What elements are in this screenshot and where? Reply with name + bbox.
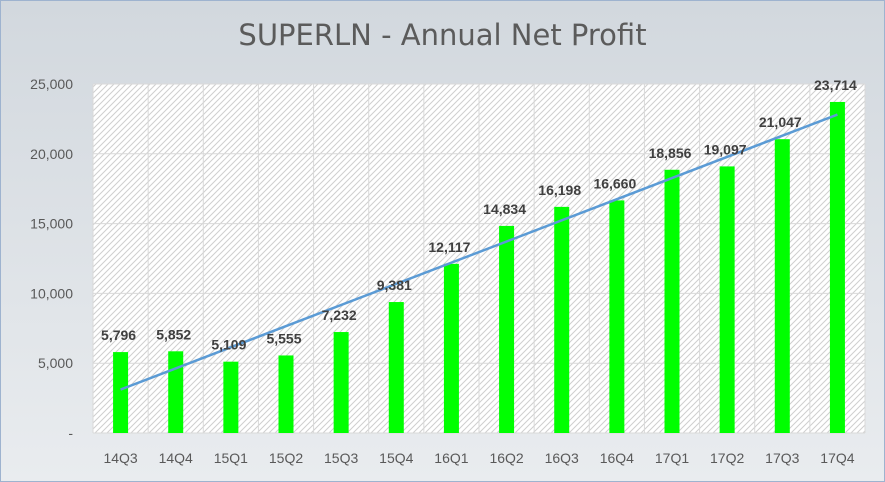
x-tick-label: 15Q2	[269, 450, 303, 466]
x-tick-label: 14Q3	[103, 450, 137, 466]
x-tick-label: 17Q1	[655, 450, 689, 466]
y-tick-label: -	[68, 425, 73, 441]
x-tick-label: 16Q4	[600, 450, 634, 466]
x-tick-label: 17Q4	[820, 450, 854, 466]
bar-17Q1	[664, 169, 680, 433]
bar-15Q3	[333, 332, 349, 433]
x-tick-label: 16Q1	[434, 450, 468, 466]
x-tick-label: 14Q4	[159, 450, 193, 466]
bar-15Q1	[223, 361, 239, 433]
bar-15Q2	[278, 355, 294, 433]
data-label: 14,834	[483, 201, 526, 217]
y-tick-label: 25,000	[30, 76, 73, 92]
data-label: 21,047	[759, 114, 802, 130]
data-label: 18,856	[649, 145, 692, 161]
x-tick-label: 15Q3	[324, 450, 358, 466]
y-tick-label: 10,000	[30, 285, 73, 301]
data-label: 16,660	[593, 175, 636, 191]
x-tick-label: 15Q1	[214, 450, 248, 466]
data-label: 23,714	[814, 77, 857, 93]
data-label: 12,117	[428, 239, 470, 255]
x-tick-label: 16Q3	[545, 450, 579, 466]
bar-15Q4	[388, 302, 404, 433]
bar-17Q4	[829, 101, 845, 433]
data-label: 5,852	[156, 326, 191, 342]
data-label: 5,555	[266, 330, 301, 346]
x-tick-label: 15Q4	[379, 450, 413, 466]
bar-16Q4	[609, 200, 625, 433]
bar-17Q3	[774, 139, 790, 433]
data-label: 5,796	[101, 327, 136, 343]
bar-17Q2	[719, 166, 735, 433]
x-tick-label: 17Q3	[765, 450, 799, 466]
bar-14Q4	[168, 351, 184, 433]
data-label: 9,381	[377, 277, 412, 293]
bar-14Q3	[113, 352, 129, 433]
data-label: 7,232	[322, 307, 357, 323]
data-label: 16,198	[538, 182, 581, 198]
data-label: 5,109	[211, 337, 246, 353]
x-tick-label: 16Q2	[489, 450, 523, 466]
bar-16Q2	[499, 225, 515, 433]
trendline	[120, 113, 838, 391]
y-tick-label: 15,000	[30, 216, 73, 232]
bar-16Q3	[554, 206, 570, 433]
x-tick-label: 17Q2	[710, 450, 744, 466]
data-label: 19,097	[704, 141, 747, 157]
bar-16Q1	[443, 263, 459, 433]
chart-title: SUPERLN - Annual Net Profit	[238, 18, 647, 52]
y-tick-label: 20,000	[30, 146, 73, 162]
y-tick-label: 5,000	[38, 355, 73, 371]
